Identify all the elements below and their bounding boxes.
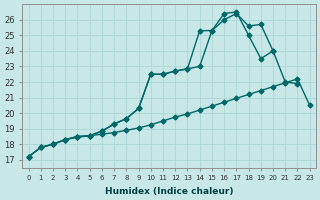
X-axis label: Humidex (Indice chaleur): Humidex (Indice chaleur) [105,187,233,196]
